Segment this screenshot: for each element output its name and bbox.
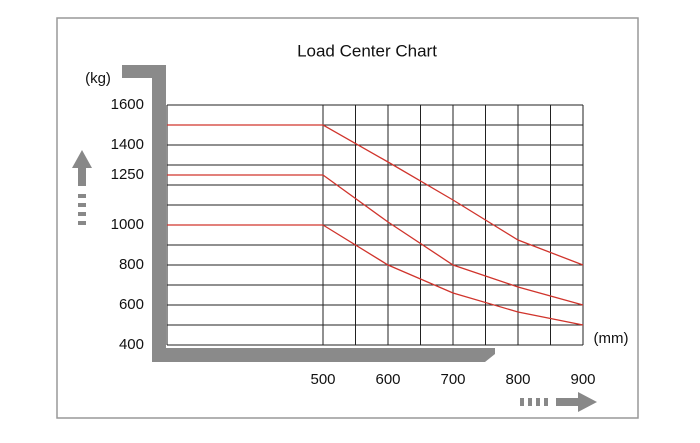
fork-blade: [152, 348, 495, 362]
load-curve: [322, 124, 584, 266]
y-tick-label: 400: [119, 336, 144, 353]
x-tick-label: 900: [570, 371, 595, 388]
right-arrow: [520, 392, 597, 412]
y-tick-label: 600: [119, 296, 144, 313]
y-tick-label: 1250: [111, 166, 144, 183]
x-tick-label: 700: [440, 371, 465, 388]
x-tick-label: 800: [505, 371, 530, 388]
load-curve: [322, 224, 584, 326]
y-tick-label: 1400: [111, 136, 144, 153]
y-tick-label: 1000: [111, 216, 144, 233]
x-tick-label: 500: [310, 371, 335, 388]
fork-mast: [122, 65, 166, 362]
chart-title: Load Center Chart: [297, 41, 437, 60]
x-tick-label: 600: [375, 371, 400, 388]
x-axis-label: (mm): [594, 330, 629, 347]
up-arrow: [72, 150, 92, 225]
y-tick-label: 1600: [111, 96, 144, 113]
y-axis-label: (kg): [85, 70, 111, 87]
load-curve: [322, 174, 584, 306]
y-tick-label: 800: [119, 256, 144, 273]
